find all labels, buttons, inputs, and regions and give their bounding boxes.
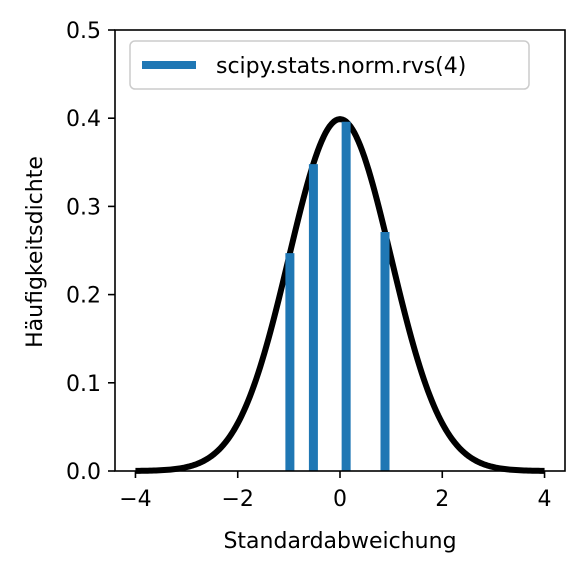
y-tick-label-3: 0.3	[66, 195, 101, 220]
axes-frame	[114, 29, 566, 472]
legend: scipy.stats.norm.rvs(4)	[129, 40, 530, 90]
pdf-curve-line	[134, 116, 546, 474]
y-axis-label: Häufigkeitsdichte	[23, 156, 48, 348]
legend-frame	[129, 40, 530, 90]
plot-area	[134, 116, 546, 474]
y-tick-label-2: 0.2	[66, 284, 101, 309]
legend-entry-label: scipy.stats.norm.rvs(4)	[216, 54, 466, 79]
y-tick-label-5: 0.5	[66, 19, 101, 44]
axes: −4 −2 0 2 4 0.0 0.1 0.2 0.3 0.4 0.5	[66, 19, 566, 512]
x-tick-label-0: −4	[119, 487, 151, 512]
y-tick-label-1: 0.1	[66, 372, 101, 397]
x-tick-label-4: 4	[538, 487, 552, 512]
x-tick-label-1: −2	[222, 487, 254, 512]
y-tick-label-4: 0.4	[66, 107, 101, 132]
x-tick-label-2: 0	[333, 487, 347, 512]
y-tick-label-0: 0.0	[66, 460, 101, 485]
x-axis-label: Standardabweichung	[223, 529, 456, 554]
x-tick-label-3: 2	[435, 487, 449, 512]
